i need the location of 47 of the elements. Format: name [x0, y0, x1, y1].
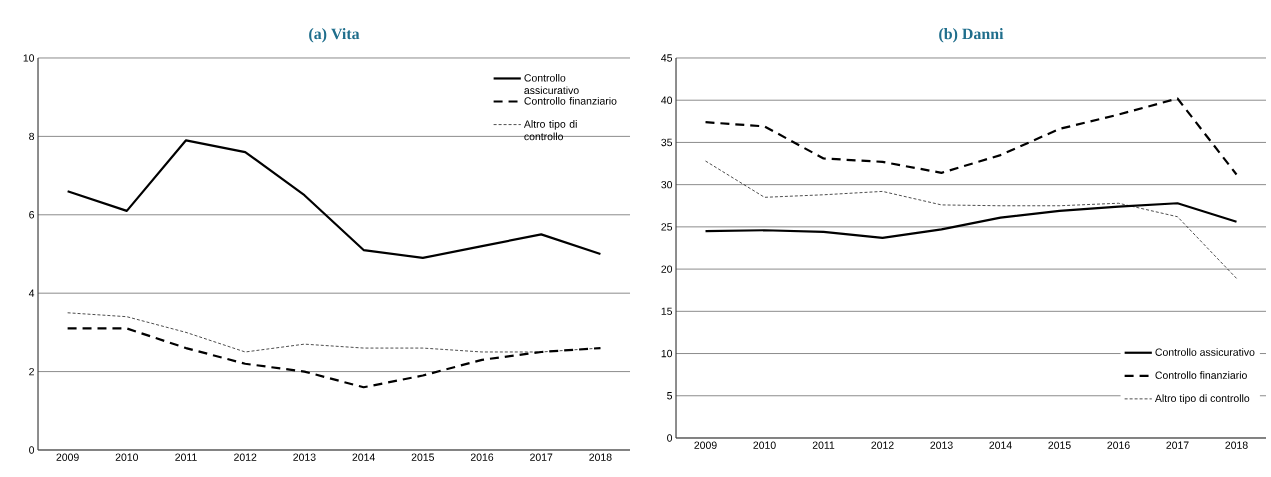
x-tick-label: 2012 — [234, 453, 257, 461]
x-tick-label: 2018 — [589, 453, 612, 461]
y-tick-label: 15 — [661, 307, 673, 315]
chart-title: (b) Danni — [939, 28, 1004, 43]
line-series — [704, 97, 1238, 176]
x-tick-label: 2014 — [352, 453, 375, 461]
line-series — [705, 160, 1237, 279]
x-tick-label: 2015 — [411, 453, 434, 461]
x-tick-label: 2017 — [1166, 441, 1189, 449]
x-tick-label: 2012 — [871, 441, 894, 449]
y-tick-label: 10 — [661, 349, 673, 358]
line-series — [66, 139, 602, 259]
y-tick-label: 2 — [29, 367, 34, 376]
legend-label: Altro tipo di controllo — [523, 120, 577, 141]
legend-label: Controllo finanziario — [1155, 371, 1247, 379]
x-tick-label: 2009 — [694, 441, 717, 449]
x-tick-label: 2011 — [175, 453, 197, 461]
x-tick-label: 2010 — [753, 441, 776, 449]
x-tick-label: 2014 — [989, 441, 1012, 449]
x-tick-label: 2013 — [930, 441, 953, 449]
x-tick-label: 2013 — [293, 453, 316, 461]
x-tick-label: 2015 — [1048, 441, 1071, 449]
y-tick-label: 6 — [29, 211, 35, 219]
legend-label: Controllo assicurativo — [1155, 348, 1255, 356]
chart-title: (a) Vita — [309, 28, 360, 43]
y-tick-label: 40 — [661, 96, 673, 104]
legend-label: Controllo assicurativo — [524, 73, 579, 95]
y-tick-label: 8 — [29, 132, 35, 141]
y-tick-label: 10 — [23, 54, 35, 62]
x-tick-label: 2010 — [115, 453, 139, 461]
y-tick-label: 5 — [667, 392, 673, 400]
legend-label: Controllo finanziario — [524, 96, 617, 105]
y-tick-label: 0 — [667, 434, 673, 442]
y-tick-label: 30 — [661, 180, 673, 189]
legend-label: Altro tipo di controllo — [1154, 394, 1250, 405]
y-tick-label: 35 — [661, 138, 673, 147]
y-tick-label: 45 — [661, 54, 673, 62]
x-tick-label: 2016 — [1107, 441, 1130, 449]
x-tick-label: 2009 — [56, 453, 79, 461]
y-tick-label: 0 — [29, 446, 35, 454]
x-tick-label: 2016 — [470, 453, 494, 461]
y-tick-label: 25 — [661, 223, 673, 231]
x-tick-label: 2011 — [812, 441, 835, 449]
x-tick-label: 2018 — [1225, 441, 1248, 449]
y-tick-label: 20 — [661, 265, 673, 273]
x-tick-label: 2017 — [530, 453, 553, 461]
y-tick-label: 4 — [28, 289, 35, 297]
